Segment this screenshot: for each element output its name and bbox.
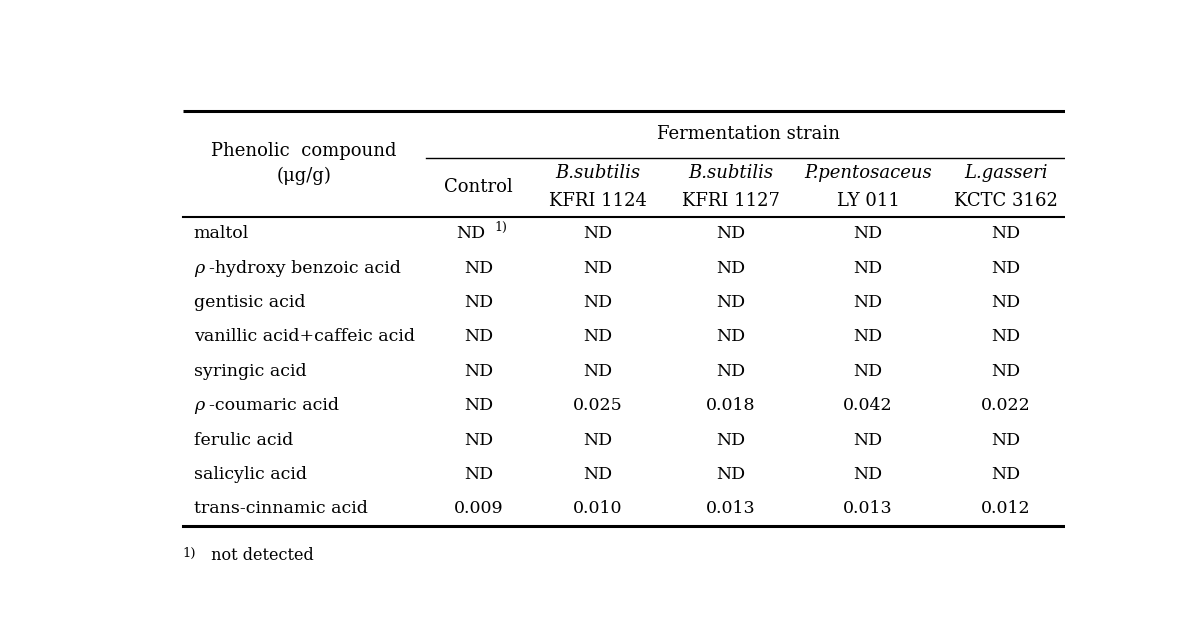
Text: Fermentation strain: Fermentation strain — [658, 125, 840, 144]
Text: ND: ND — [853, 466, 883, 483]
Text: ND: ND — [464, 466, 493, 483]
Text: ND: ND — [716, 466, 745, 483]
Text: ND: ND — [853, 260, 883, 277]
Text: ND: ND — [464, 294, 493, 311]
Text: ND: ND — [716, 363, 745, 380]
Text: B.subtilis: B.subtilis — [555, 165, 640, 182]
Text: ND: ND — [716, 329, 745, 345]
Text: ND: ND — [464, 260, 493, 277]
Text: ND: ND — [991, 225, 1020, 242]
Text: ND: ND — [583, 329, 612, 345]
Text: LY 011: LY 011 — [836, 192, 899, 210]
Text: ND: ND — [583, 363, 612, 380]
Text: ND: ND — [464, 431, 493, 449]
Text: ferulic acid: ferulic acid — [194, 431, 293, 449]
Text: ND: ND — [583, 466, 612, 483]
Text: ND: ND — [583, 225, 612, 242]
Text: (μg/g): (μg/g) — [277, 167, 331, 185]
Text: ND: ND — [464, 329, 493, 345]
Text: ND: ND — [991, 329, 1020, 345]
Text: not detected: not detected — [206, 547, 313, 564]
Text: ND: ND — [853, 329, 883, 345]
Text: ND: ND — [583, 431, 612, 449]
Text: L.gasseri: L.gasseri — [964, 165, 1047, 182]
Text: ND: ND — [457, 225, 485, 242]
Text: ND: ND — [464, 363, 493, 380]
Text: 0.025: 0.025 — [573, 397, 622, 414]
Text: ρ: ρ — [194, 260, 203, 277]
Text: ND: ND — [991, 260, 1020, 277]
Text: ND: ND — [583, 294, 612, 311]
Text: 0.009: 0.009 — [453, 500, 503, 517]
Text: maltol: maltol — [194, 225, 248, 242]
Text: ND: ND — [853, 431, 883, 449]
Text: KCTC 3162: KCTC 3162 — [953, 192, 1058, 210]
Text: ND: ND — [991, 294, 1020, 311]
Text: ND: ND — [853, 363, 883, 380]
Text: ND: ND — [464, 397, 493, 414]
Text: ND: ND — [716, 225, 745, 242]
Text: trans-cinnamic acid: trans-cinnamic acid — [194, 500, 368, 517]
Text: Control: Control — [444, 178, 512, 196]
Text: ρ: ρ — [194, 397, 203, 414]
Text: ND: ND — [583, 260, 612, 277]
Text: 0.012: 0.012 — [981, 500, 1030, 517]
Text: ND: ND — [991, 363, 1020, 380]
Text: ND: ND — [991, 466, 1020, 483]
Text: ND: ND — [853, 225, 883, 242]
Text: 1): 1) — [182, 547, 196, 560]
Text: vanillic acid+caffeic acid: vanillic acid+caffeic acid — [194, 329, 415, 345]
Text: syringic acid: syringic acid — [194, 363, 306, 380]
Text: ND: ND — [716, 294, 745, 311]
Text: 1): 1) — [494, 221, 508, 234]
Text: Phenolic  compound: Phenolic compound — [212, 142, 397, 161]
Text: -coumaric acid: -coumaric acid — [209, 397, 340, 414]
Text: 0.013: 0.013 — [706, 500, 755, 517]
Text: 0.042: 0.042 — [843, 397, 893, 414]
Text: ND: ND — [716, 431, 745, 449]
Text: salicylic acid: salicylic acid — [194, 466, 306, 483]
Text: ND: ND — [991, 431, 1020, 449]
Text: 0.018: 0.018 — [706, 397, 755, 414]
Text: ND: ND — [853, 294, 883, 311]
Text: KFRI 1124: KFRI 1124 — [549, 192, 647, 210]
Text: ND: ND — [716, 260, 745, 277]
Text: gentisic acid: gentisic acid — [194, 294, 305, 311]
Text: KFRI 1127: KFRI 1127 — [681, 192, 780, 210]
Text: 0.010: 0.010 — [573, 500, 622, 517]
Text: 0.013: 0.013 — [843, 500, 893, 517]
Text: P.pentosaceus: P.pentosaceus — [804, 165, 932, 182]
Text: -hydroxy benzoic acid: -hydroxy benzoic acid — [209, 260, 401, 277]
Text: 0.022: 0.022 — [981, 397, 1030, 414]
Text: B.subtilis: B.subtilis — [689, 165, 772, 182]
